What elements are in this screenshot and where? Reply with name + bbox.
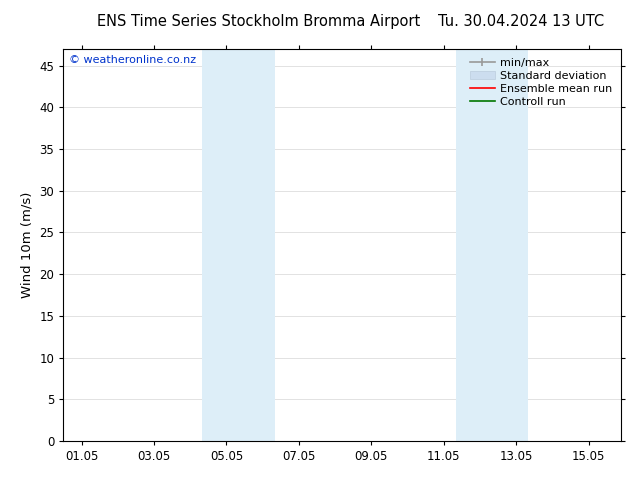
Text: ENS Time Series Stockholm Bromma Airport: ENS Time Series Stockholm Bromma Airport [97,14,420,29]
Text: © weatheronline.co.nz: © weatheronline.co.nz [69,55,196,65]
Bar [202,49,275,441]
Legend: min/max, Standard deviation, Ensemble mean run, Controll run: min/max, Standard deviation, Ensemble me… [467,54,616,110]
Y-axis label: Wind 10m (m/s): Wind 10m (m/s) [21,192,34,298]
Text: Tu. 30.04.2024 13 UTC: Tu. 30.04.2024 13 UTC [438,14,604,29]
Bar [456,49,528,441]
